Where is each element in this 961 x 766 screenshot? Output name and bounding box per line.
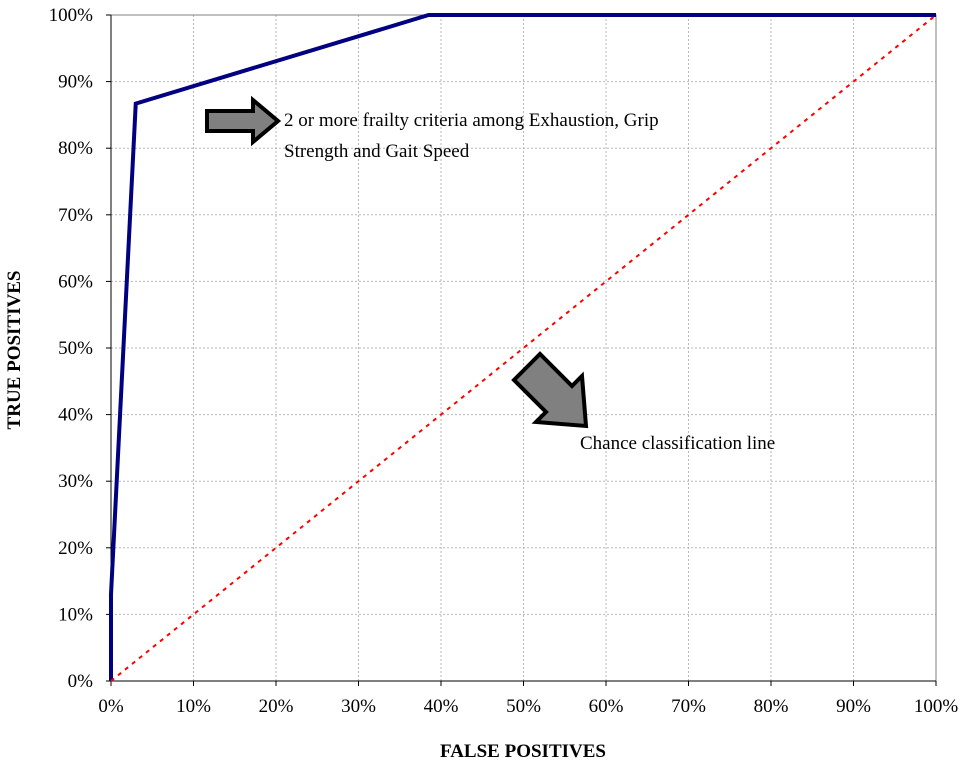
y-tick-label: 90% bbox=[58, 72, 93, 93]
roc-curve-line bbox=[109, 13, 936, 681]
x-tick-label: 80% bbox=[754, 696, 789, 717]
grid-lines bbox=[111, 15, 936, 681]
y-tick-label: 70% bbox=[58, 205, 93, 226]
chance-line bbox=[110, 14, 937, 682]
annotation-1-arrow-icon bbox=[205, 95, 282, 147]
x-tick-label: 20% bbox=[259, 696, 294, 717]
annotation-1-line-2: Strength and Gait Speed bbox=[284, 141, 470, 162]
x-tick-label: 50% bbox=[506, 696, 541, 717]
x-tick-label: 60% bbox=[589, 696, 624, 717]
x-axis-title: FALSE POSITIVES bbox=[440, 741, 606, 762]
x-tick-label: 0% bbox=[98, 696, 124, 717]
y-tick-label: 40% bbox=[58, 405, 93, 426]
y-tick-label: 0% bbox=[68, 671, 94, 692]
x-tick-label: 30% bbox=[341, 696, 376, 717]
y-tick-label: 60% bbox=[58, 271, 93, 292]
x-tick-label: 90% bbox=[836, 696, 871, 717]
y-tick-label: 80% bbox=[58, 138, 93, 159]
x-tick-label: 10% bbox=[176, 696, 211, 717]
annotation-2-line-1: Chance classification line bbox=[580, 433, 775, 454]
y-tick-label: 50% bbox=[58, 338, 93, 359]
tick-labels: 0% 10% 20% 30% 40% 50% 60% 70% 80% 90% 100% 0% 10% 20… bbox=[49, 5, 959, 717]
x-tick-label: 40% bbox=[424, 696, 459, 717]
series-lines bbox=[109, 13, 937, 682]
y-tick-label: 20% bbox=[58, 538, 93, 559]
y-axis-title: TRUE POSITIVES bbox=[4, 271, 25, 430]
x-tick-label: 100% bbox=[914, 696, 959, 717]
y-tick-label: 100% bbox=[49, 5, 94, 26]
annotation-1-line-1: 2 or more frailty criteria among Exhaust… bbox=[284, 110, 659, 131]
y-tick-label: 10% bbox=[58, 604, 93, 625]
y-tick-label: 30% bbox=[58, 471, 93, 492]
x-tick-label: 70% bbox=[671, 696, 706, 717]
annotation-2-arrow-icon bbox=[511, 351, 589, 429]
